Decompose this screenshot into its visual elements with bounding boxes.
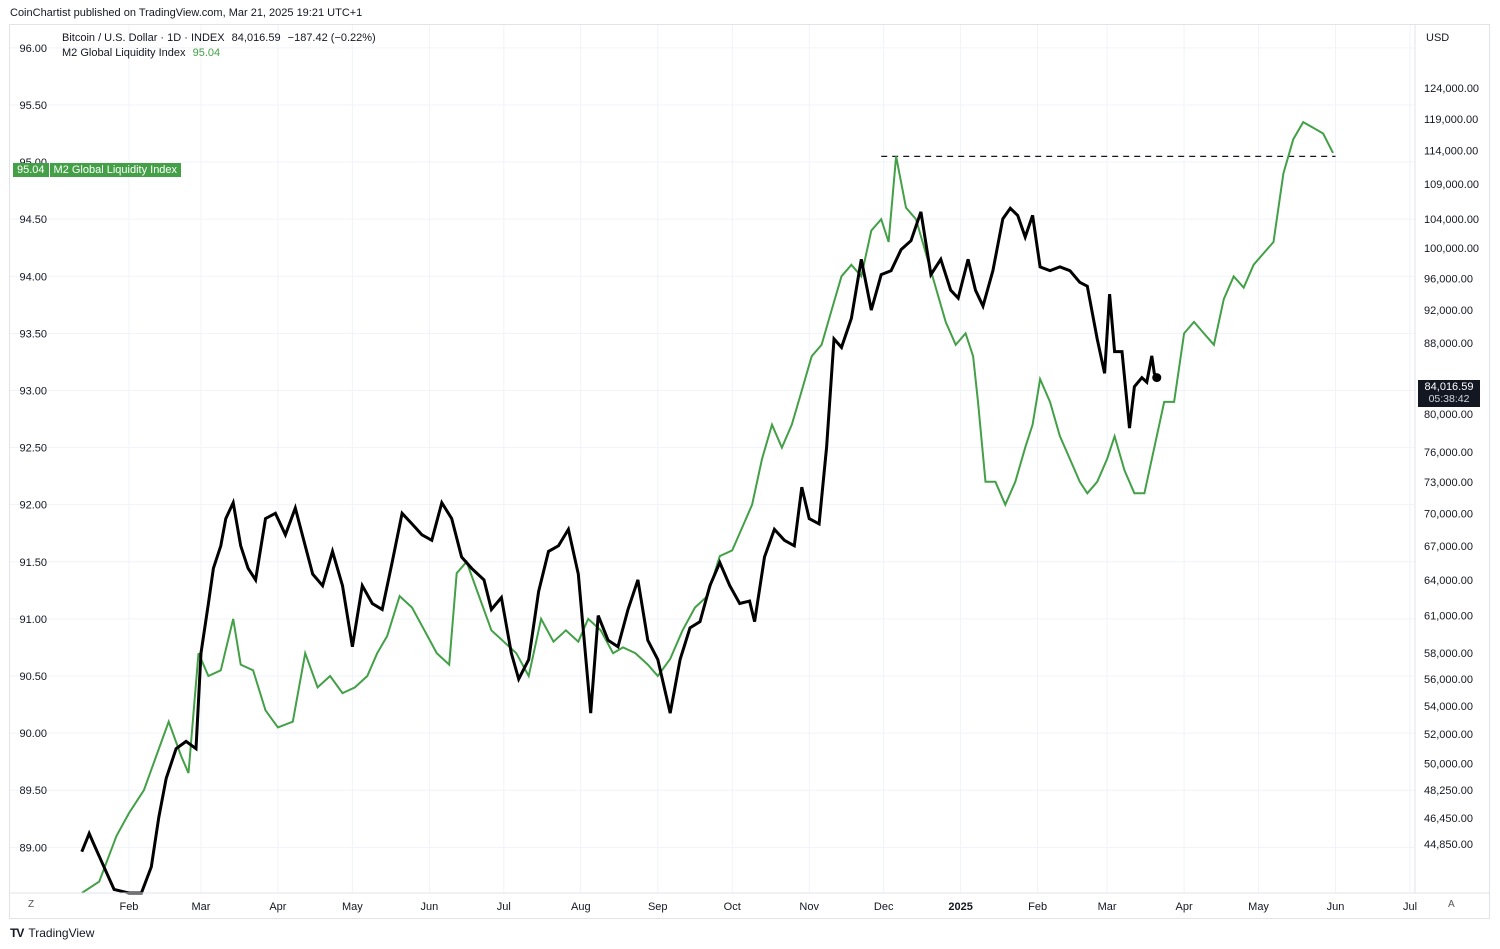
zoom-button[interactable]: Z — [28, 899, 35, 910]
legend-btc-change: −187.42 (−0.22%) — [287, 32, 376, 44]
tradingview-logo-icon: TV — [10, 926, 24, 940]
time-tick-label: Sep — [648, 901, 668, 913]
right-tick-label: 119,000.00 — [1424, 114, 1478, 126]
btc-tag-countdown: 05:38:42 — [1428, 393, 1470, 405]
time-tick-label: Jul — [1403, 901, 1417, 913]
right-tick-label: 61,000.00 — [1424, 611, 1473, 623]
right-tick-label: 100,000.00 — [1424, 243, 1479, 255]
currency-label[interactable]: USD — [1426, 32, 1450, 44]
right-tick-label: 80,000.00 — [1424, 409, 1473, 421]
left-tick-label: 90.50 — [19, 671, 47, 683]
time-tick-label: Oct — [724, 901, 741, 913]
right-tick-label: 88,000.00 — [1424, 338, 1473, 350]
right-tick-label: 46,450.00 — [1424, 813, 1473, 825]
right-tick-label: 44,850.00 — [1424, 839, 1473, 851]
legend-btc-label: Bitcoin / U.S. Dollar · 1D · INDEX — [62, 32, 225, 44]
right-tick-label: 50,000.00 — [1424, 758, 1473, 770]
published-caption: CoinChartist published on TradingView.co… — [10, 7, 363, 19]
brand-name: TradingView — [28, 926, 95, 940]
time-axis: Feb Mar Apr May Jun Jul Aug Sep Oct Nov Dec 2025 Feb… — [119, 901, 1417, 913]
right-tick-label: 76,000.00 — [1424, 447, 1473, 459]
right-tick-label: 104,000.00 — [1424, 214, 1479, 226]
time-tick-label: Apr — [1176, 901, 1193, 913]
right-tick-label: 67,000.00 — [1424, 541, 1473, 553]
right-tick-label: 64,000.00 — [1424, 575, 1473, 587]
right-tick-label: 54,000.00 — [1424, 701, 1473, 713]
grid — [10, 25, 1415, 893]
left-tick-label: 90.00 — [19, 728, 47, 740]
right-tick-label: 96,000.00 — [1424, 273, 1473, 285]
time-tick-label: Feb — [1028, 901, 1047, 913]
m2-tag-label: M2 Global Liquidity Index — [49, 163, 182, 177]
time-tick-label: Aug — [571, 901, 591, 913]
time-tick-label: Jul — [497, 901, 511, 913]
left-tick-label: 89.50 — [19, 785, 47, 797]
legend-m2-label: M2 Global Liquidity Index — [62, 47, 186, 59]
right-tick-label: 114,000.00 — [1424, 146, 1478, 158]
time-tick-label: Feb — [119, 901, 138, 913]
left-tick-label: 91.50 — [19, 557, 47, 569]
time-tick-label: May — [342, 901, 363, 913]
time-tick-label: Dec — [874, 901, 894, 913]
right-tick-label: 52,000.00 — [1424, 729, 1473, 741]
time-tick-label: May — [1248, 901, 1269, 913]
btc-price-series — [80, 206, 1159, 895]
m2-price-tag: 95.04 M2 Global Liquidity Index — [13, 163, 182, 177]
left-tick-label: 96.00 — [19, 43, 47, 55]
right-tick-label: 124,000.00 — [1424, 83, 1479, 95]
left-tick-label: 89.00 — [19, 842, 47, 854]
left-tick-label: 95.50 — [19, 100, 47, 112]
left-tick-label: 92.00 — [19, 500, 47, 512]
time-tick-label: Jun — [420, 901, 438, 913]
btc-price-tag: 84,016.59 05:38:42 — [1418, 380, 1480, 407]
right-tick-label: 92,000.00 — [1424, 305, 1473, 317]
time-tick-label: Mar — [1098, 901, 1117, 913]
time-tick-label: Mar — [191, 901, 210, 913]
right-tick-label: 73,000.00 — [1424, 477, 1473, 489]
btc-last-point — [1152, 373, 1162, 383]
right-tick-label: 48,250.00 — [1424, 785, 1473, 797]
time-tick-label: Nov — [799, 901, 819, 913]
right-tick-label: 58,000.00 — [1424, 648, 1473, 660]
chart-legend: Bitcoin / U.S. Dollar · 1D · INDEX 84,01… — [62, 31, 376, 61]
auto-scale-button[interactable]: A — [1448, 899, 1455, 910]
legend-btc-value: 84,016.59 — [231, 32, 281, 44]
legend-row-btc[interactable]: Bitcoin / U.S. Dollar · 1D · INDEX 84,01… — [62, 31, 376, 46]
time-tick-label: Apr — [269, 901, 286, 913]
right-tick-label: 70,000.00 — [1424, 508, 1473, 520]
m2-tag-value: 95.04 — [13, 163, 49, 177]
tradingview-brand[interactable]: TV TradingView — [10, 926, 94, 940]
right-tick-label: 56,000.00 — [1424, 674, 1473, 686]
chart-frame — [9, 24, 1490, 919]
left-tick-label: 92.50 — [19, 443, 47, 455]
left-tick-label: 91.00 — [19, 614, 47, 626]
left-tick-label: 93.50 — [19, 328, 47, 340]
time-tick-label: Jun — [1327, 901, 1345, 913]
left-tick-label: 94.50 — [19, 214, 47, 226]
right-axis: 124,000.00 119,000.00 114,000.00 109,000.00… — [1424, 83, 1479, 851]
legend-m2-value: 95.04 — [192, 47, 221, 59]
time-tick-label: 2025 — [948, 901, 972, 913]
right-tick-label: 109,000.00 — [1424, 179, 1479, 191]
m2-liquidity-series — [81, 120, 1334, 894]
left-tick-label: 94.00 — [19, 271, 47, 283]
left-tick-label: 93.00 — [19, 385, 47, 397]
btc-tag-value: 84,016.59 — [1424, 381, 1474, 393]
legend-row-m2[interactable]: M2 Global Liquidity Index 95.04 — [62, 46, 376, 61]
